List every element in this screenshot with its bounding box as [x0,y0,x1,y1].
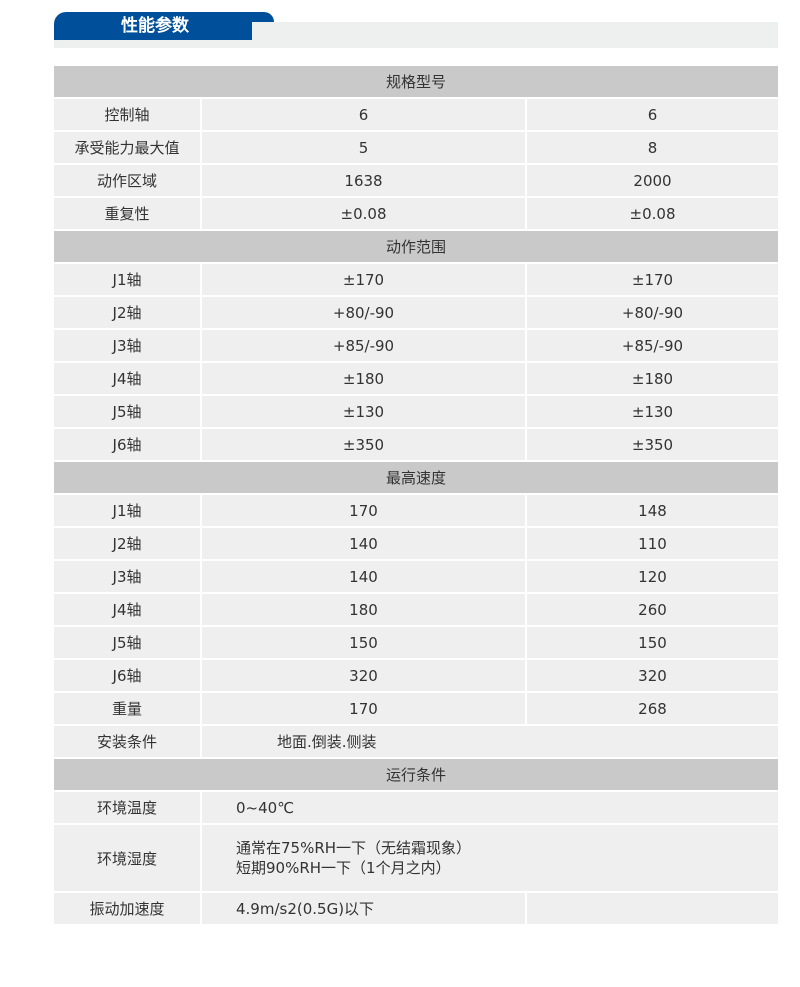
table-row: 重复性 ±0.08 ±0.08 [54,196,778,231]
value-model-1: 1638 [200,163,527,198]
value-model-2: ±130 [525,394,778,429]
value-model-2: ±350 [525,427,778,462]
row-label: J6轴 [54,427,202,462]
table-row: J6轴 ±350 ±350 [54,427,778,462]
section-header-row: 运行条件 [54,757,778,792]
value-model-1: 320 [200,658,527,693]
table-row: 承受能力最大值 5 8 [54,130,778,165]
section-header-row: 规格型号 [54,66,778,99]
spec-table: 规格型号 控制轴 6 6 承受能力最大值 5 8 动作区域 1638 2000 重复性 ±0.08 ±0… [54,66,778,926]
temp-value: 0~40℃ [200,790,778,825]
row-label: 承受能力最大值 [54,130,202,165]
value-model-2: 2000 [525,163,778,198]
value-model-2: 110 [525,526,778,561]
row-label: J2轴 [54,526,202,561]
table-row: 重量 170 268 [54,691,778,726]
humidity-line-2: 短期90%RH一下（1个月之内） [236,859,451,877]
row-label: J4轴 [54,592,202,627]
value-model-2: 150 [525,625,778,660]
value-model-1: ±350 [200,427,527,462]
row-label: J1轴 [54,262,202,297]
section-header: 动作范围 [54,229,778,264]
section-header-row: 最高速度 [54,460,778,495]
section-header: 运行条件 [54,757,778,792]
value-model-2: 268 [525,691,778,726]
value-model-2: +80/-90 [525,295,778,330]
row-label: J6轴 [54,658,202,693]
row-label: 环境温度 [54,790,202,825]
table-row: 环境温度 0~40℃ [54,790,778,825]
value-model-2: ±0.08 [525,196,778,231]
table-row: J4轴 ±180 ±180 [54,361,778,396]
row-label: 重复性 [54,196,202,231]
value-model-1: +85/-90 [200,328,527,363]
table-row: 安装条件 地面.倒装.侧装 [54,724,778,759]
table-row: J1轴 170 148 [54,493,778,528]
row-label: J5轴 [54,625,202,660]
value-model-1: +80/-90 [200,295,527,330]
table-row: J5轴 ±130 ±130 [54,394,778,429]
row-label: 动作区域 [54,163,202,198]
section-header-row: 动作范围 [54,229,778,264]
row-label: J2轴 [54,295,202,330]
install-value: 地面.倒装.侧装 [200,724,778,759]
row-label: J1轴 [54,493,202,528]
table-row: J6轴 320 320 [54,658,778,693]
row-label: J4轴 [54,361,202,396]
table-row: J4轴 180 260 [54,592,778,627]
row-label: 环境湿度 [54,823,202,893]
value-model-2: +85/-90 [525,328,778,363]
section-header: 最高速度 [54,460,778,495]
value-model-1: 6 [200,97,527,132]
value-model-2: 8 [525,130,778,165]
value-model-1: 180 [200,592,527,627]
value-model-1: ±0.08 [200,196,527,231]
value-model-1: 140 [200,526,527,561]
value-model-2: 120 [525,559,778,594]
table-row: 动作区域 1638 2000 [54,163,778,198]
value-model-2: ±170 [525,262,778,297]
table-row: J3轴 140 120 [54,559,778,594]
value-model-1: 5 [200,130,527,165]
value-model-1: 150 [200,625,527,660]
value-model-1: ±180 [200,361,527,396]
value-model-2: ±180 [525,361,778,396]
row-label: J3轴 [54,328,202,363]
value-model-2: 6 [525,97,778,132]
section-title: 性能参数 [54,12,274,40]
table-row: 控制轴 6 6 [54,97,778,132]
row-label: J5轴 [54,394,202,429]
row-label: J3轴 [54,559,202,594]
value-model-1: 170 [200,691,527,726]
table-row: 环境湿度 通常在75%RH一下（无结霜现象） 短期90%RH一下（1个月之内） [54,823,778,893]
table-row: J1轴 ±170 ±170 [54,262,778,297]
table-row: J2轴 +80/-90 +80/-90 [54,295,778,330]
value-model-1: ±130 [200,394,527,429]
row-label: 控制轴 [54,97,202,132]
row-label: 重量 [54,691,202,726]
table-row: J3轴 +85/-90 +85/-90 [54,328,778,363]
value-model-1: ±170 [200,262,527,297]
value-model-2: 320 [525,658,778,693]
value-model-1: 170 [200,493,527,528]
row-label: 振动加速度 [54,891,202,926]
empty-cell [525,891,778,926]
humidity-line-1: 通常在75%RH一下（无结霜现象） [236,839,472,857]
value-model-2: 148 [525,493,778,528]
section-header: 规格型号 [54,66,778,99]
vibration-value: 4.9m/s2(0.5G)以下 [200,891,527,926]
table-row: J2轴 140 110 [54,526,778,561]
value-model-2: 260 [525,592,778,627]
row-label: 安装条件 [54,724,202,759]
table-row: 振动加速度 4.9m/s2(0.5G)以下 [54,891,778,926]
value-model-1: 140 [200,559,527,594]
table-row: J5轴 150 150 [54,625,778,660]
